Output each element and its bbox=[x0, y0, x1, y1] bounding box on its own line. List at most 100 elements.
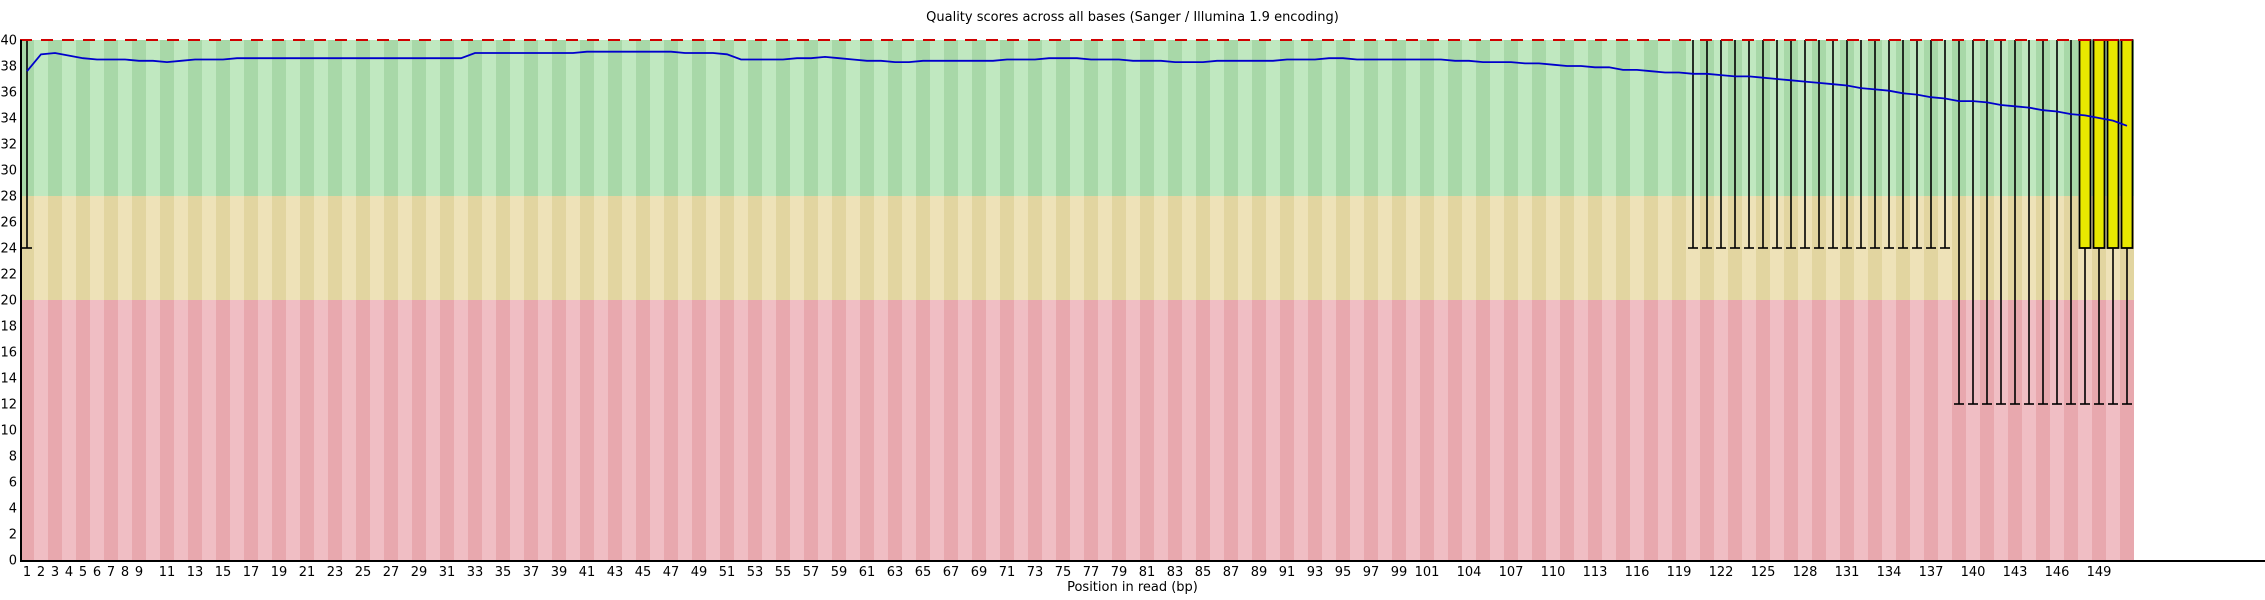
band-good-stripe bbox=[1616, 40, 1630, 196]
band-reasonable-stripe bbox=[482, 196, 496, 300]
band-good-stripe bbox=[1448, 40, 1462, 196]
band-good-stripe bbox=[370, 40, 384, 196]
band-good-stripe bbox=[706, 40, 720, 196]
band-reasonable-stripe bbox=[1280, 196, 1294, 300]
band-good-stripe bbox=[566, 40, 580, 196]
x-tick-label: 41 bbox=[579, 565, 596, 580]
band-poor-stripe bbox=[1070, 300, 1084, 560]
band-poor-stripe bbox=[1686, 300, 1700, 560]
band-good-stripe bbox=[1224, 40, 1238, 196]
band-poor-stripe bbox=[1028, 300, 1042, 560]
band-good-stripe bbox=[958, 40, 972, 196]
y-tick-label: 14 bbox=[0, 372, 17, 387]
band-good-stripe bbox=[608, 40, 622, 196]
band-reasonable-stripe bbox=[1294, 196, 1308, 300]
band-reasonable-stripe bbox=[1084, 196, 1098, 300]
band-reasonable-stripe bbox=[1504, 196, 1518, 300]
mean-quality-line bbox=[26, 50, 2128, 127]
x-tick-label: 73 bbox=[1027, 565, 1044, 580]
band-poor-stripe bbox=[1644, 300, 1658, 560]
band-reasonable-stripe bbox=[1392, 196, 1406, 300]
x-tick-label: 5 bbox=[79, 565, 87, 580]
band-poor-stripe bbox=[1000, 300, 1014, 560]
band-reasonable-stripe bbox=[328, 196, 342, 300]
band-good-stripe bbox=[1028, 40, 1042, 196]
band-reasonable-stripe bbox=[258, 196, 272, 300]
x-tick-label: 91 bbox=[1279, 565, 1296, 580]
y-tick-label: 10 bbox=[0, 424, 17, 439]
band-poor-stripe bbox=[1994, 300, 2008, 560]
band-reasonable-stripe bbox=[48, 196, 62, 300]
band-poor-stripe bbox=[664, 300, 678, 560]
band-poor-stripe bbox=[636, 300, 650, 560]
x-tick-label: 43 bbox=[607, 565, 624, 580]
band-good-stripe bbox=[426, 40, 440, 196]
x-tick-label: 11 bbox=[159, 565, 176, 580]
quartile-box bbox=[2092, 39, 2106, 249]
band-good-stripe bbox=[510, 40, 524, 196]
band-poor-stripe bbox=[1378, 300, 1392, 560]
band-good-stripe bbox=[1000, 40, 1014, 196]
band-reasonable-stripe bbox=[1126, 196, 1140, 300]
band-reasonable-stripe bbox=[1546, 196, 1560, 300]
band-reasonable-stripe bbox=[1224, 196, 1238, 300]
band-reasonable-stripe bbox=[748, 196, 762, 300]
band-reasonable-stripe bbox=[188, 196, 202, 300]
x-tick-label: 4 bbox=[65, 565, 73, 580]
band-poor-stripe bbox=[1588, 300, 1602, 560]
band-poor-stripe bbox=[300, 300, 314, 560]
band-poor-stripe bbox=[412, 300, 426, 560]
band-poor-stripe bbox=[454, 300, 468, 560]
band-good-stripe bbox=[1266, 40, 1280, 196]
x-tick-label: 107 bbox=[1499, 565, 1524, 580]
band-reasonable-stripe bbox=[1602, 196, 1616, 300]
band-poor-stripe bbox=[2064, 300, 2078, 560]
band-poor-stripe bbox=[524, 300, 538, 560]
band-reasonable-stripe bbox=[1000, 196, 1014, 300]
band-poor-stripe bbox=[1924, 300, 1938, 560]
band-good-stripe bbox=[118, 40, 132, 196]
band-reasonable-stripe bbox=[1630, 196, 1644, 300]
x-tick-label: 104 bbox=[1457, 565, 1482, 580]
band-good-stripe bbox=[1560, 40, 1574, 196]
band-poor-stripe bbox=[832, 300, 846, 560]
band-poor-stripe bbox=[1126, 300, 1140, 560]
band-good-stripe bbox=[1042, 40, 1056, 196]
x-tick-label: 87 bbox=[1223, 565, 1240, 580]
band-poor-stripe bbox=[2106, 300, 2120, 560]
band-reasonable-stripe bbox=[1322, 196, 1336, 300]
band-poor-stripe bbox=[972, 300, 986, 560]
band-reasonable-stripe bbox=[496, 196, 510, 300]
band-reasonable-stripe bbox=[538, 196, 552, 300]
band-reasonable-stripe bbox=[202, 196, 216, 300]
band-reasonable-stripe bbox=[34, 196, 48, 300]
band-good-stripe bbox=[300, 40, 314, 196]
x-tick-label: 71 bbox=[999, 565, 1016, 580]
band-good-stripe bbox=[720, 40, 734, 196]
band-reasonable-stripe bbox=[860, 196, 874, 300]
band-good-stripe bbox=[748, 40, 762, 196]
band-good-stripe bbox=[160, 40, 174, 196]
band-poor-stripe bbox=[188, 300, 202, 560]
band-poor-stripe bbox=[1140, 300, 1154, 560]
band-poor-stripe bbox=[1490, 300, 1504, 560]
band-good-stripe bbox=[762, 40, 776, 196]
band-poor-stripe bbox=[986, 300, 1000, 560]
band-poor-stripe bbox=[692, 300, 706, 560]
band-poor-stripe bbox=[216, 300, 230, 560]
band-poor-stripe bbox=[1630, 300, 1644, 560]
y-tick-label: 40 bbox=[0, 34, 17, 49]
band-good-stripe bbox=[1532, 40, 1546, 196]
y-tick-label: 18 bbox=[0, 320, 17, 335]
band-poor-stripe bbox=[370, 300, 384, 560]
band-reasonable-stripe bbox=[1574, 196, 1588, 300]
band-poor-stripe bbox=[874, 300, 888, 560]
band-poor-stripe bbox=[20, 300, 34, 560]
band-good-stripe bbox=[1434, 40, 1448, 196]
x-tick-label: 75 bbox=[1055, 565, 1072, 580]
band-poor-stripe bbox=[314, 300, 328, 560]
y-tick-label: 38 bbox=[0, 60, 17, 75]
band-good-stripe bbox=[496, 40, 510, 196]
band-poor-stripe bbox=[650, 300, 664, 560]
band-reasonable-stripe bbox=[468, 196, 482, 300]
